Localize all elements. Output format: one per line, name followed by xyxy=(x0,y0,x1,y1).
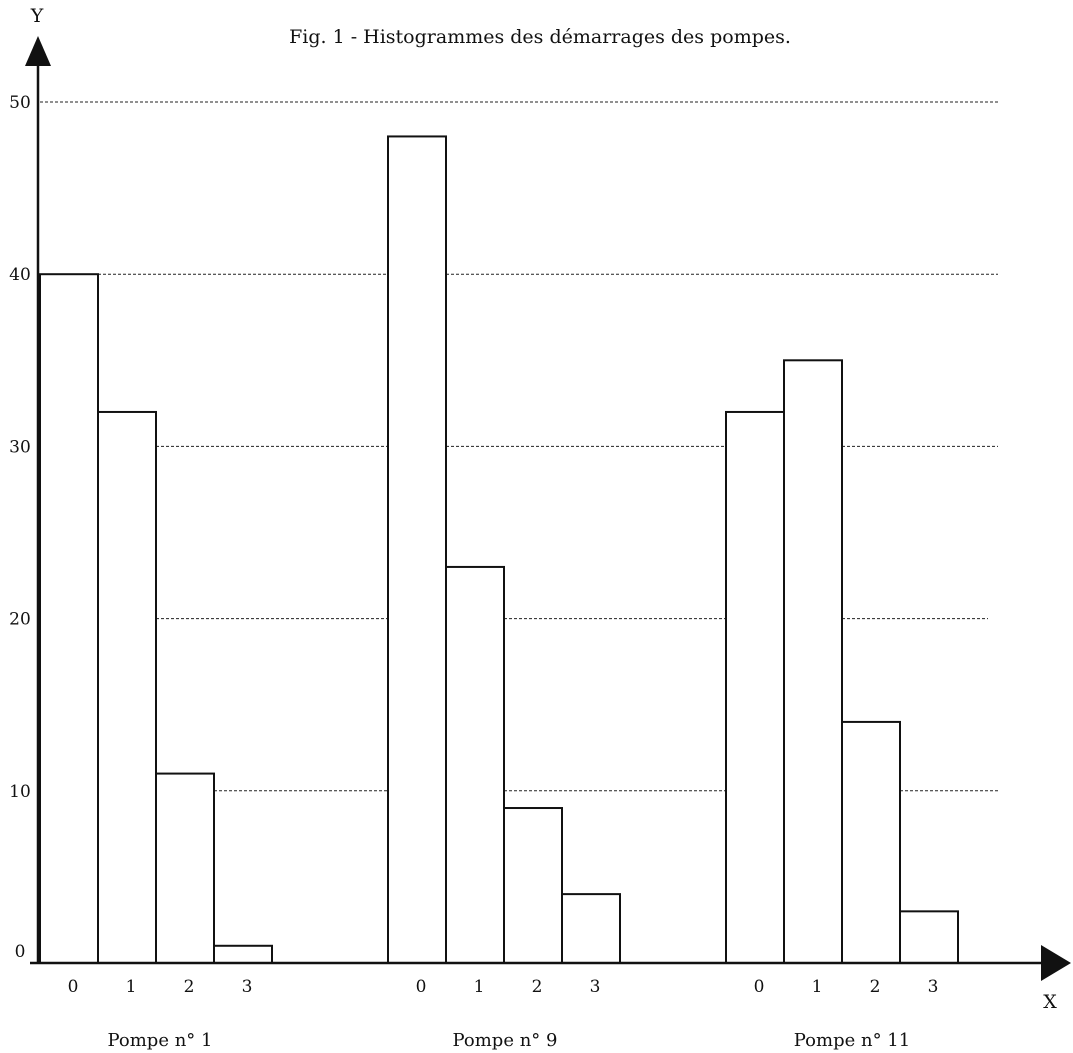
bar xyxy=(841,720,901,964)
y-axis-arrow-icon xyxy=(25,36,51,66)
x-tick-label: 1 xyxy=(474,977,485,997)
x-tick-label: 3 xyxy=(590,977,601,997)
group-label: Pompe n° 11 xyxy=(794,1030,910,1051)
y-tick-label: 0 xyxy=(15,942,26,962)
y-tick-label: 40 xyxy=(9,265,31,285)
bar xyxy=(899,910,959,965)
bar xyxy=(97,410,157,964)
x-tick-label: 0 xyxy=(754,977,765,997)
y-tick-label: 50 xyxy=(9,93,31,113)
group-label: Pompe n° 9 xyxy=(453,1030,558,1051)
x-tick-label: 0 xyxy=(68,977,79,997)
chart-title: Fig. 1 - Histogrammes des démarrages des… xyxy=(289,26,791,48)
x-tick-label: 1 xyxy=(126,977,137,997)
y-tick-label: 30 xyxy=(9,437,31,457)
gridlines xyxy=(40,101,998,792)
bar xyxy=(503,807,563,965)
y-axis-label: Y xyxy=(30,5,44,27)
group-labels: Pompe n° 1 Pompe n° 9 Pompe n° 11 xyxy=(108,1030,911,1051)
axes xyxy=(25,36,1071,981)
x-tick-label: 0 xyxy=(416,977,427,997)
bar xyxy=(387,135,447,964)
x-axis-arrow-icon xyxy=(1041,945,1071,981)
bar xyxy=(561,893,621,964)
x-tick-label: 2 xyxy=(870,977,881,997)
bar xyxy=(39,273,99,964)
x-tick-label: 3 xyxy=(242,977,253,997)
x-axis-label: X xyxy=(1043,991,1057,1013)
labels: Fig. 1 - Histogrammes des démarrages des… xyxy=(30,5,1058,1013)
bar xyxy=(725,410,785,964)
bar xyxy=(155,772,215,965)
y-tick-label: 10 xyxy=(9,782,31,802)
x-tick-label: 3 xyxy=(928,977,939,997)
bar xyxy=(783,359,843,964)
x-tick-label: 2 xyxy=(184,977,195,997)
bar xyxy=(213,944,273,965)
x-tick-labels: 0 1 2 3 0 1 2 3 0 1 2 3 xyxy=(68,977,939,997)
y-tick-labels: 0 10 20 30 40 50 xyxy=(9,93,31,962)
bar xyxy=(445,565,505,964)
group-label: Pompe n° 1 xyxy=(108,1030,213,1051)
x-tick-label: 2 xyxy=(532,977,543,997)
y-tick-label: 20 xyxy=(9,610,31,630)
x-tick-label: 1 xyxy=(812,977,823,997)
bars xyxy=(39,135,959,965)
